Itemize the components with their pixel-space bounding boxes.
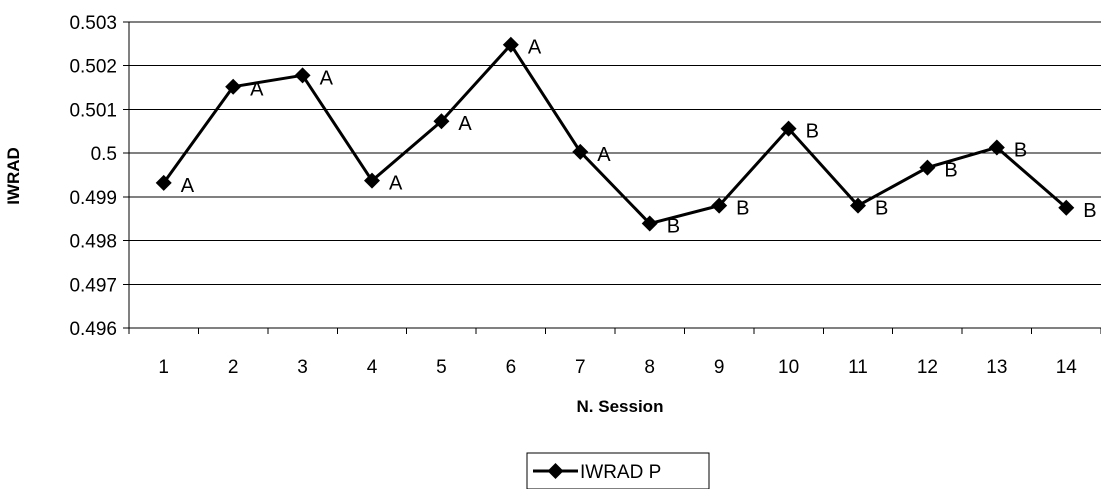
data-point-marker — [780, 120, 797, 137]
data-point-marker — [1058, 199, 1075, 216]
y-tick-label: 0.501 — [69, 100, 117, 121]
data-point-marker — [433, 113, 450, 130]
y-tick-label: 0.502 — [69, 57, 117, 78]
series-layer — [155, 36, 1075, 232]
data-point-label: A — [528, 37, 542, 59]
data-point-marker — [502, 36, 519, 53]
y-tick-label: 0.496 — [69, 319, 117, 340]
x-tick-label: 7 — [575, 357, 586, 378]
x-tick-label: 13 — [986, 357, 1007, 378]
data-point-marker — [711, 197, 728, 214]
data-point-marker — [572, 143, 589, 160]
y-tick-label: 0.499 — [69, 188, 117, 209]
data-point-label: A — [597, 144, 611, 166]
data-point-label: B — [806, 121, 819, 143]
data-point-marker — [919, 159, 936, 176]
data-point-label: B — [667, 216, 680, 238]
x-tick-label: 11 — [848, 357, 868, 378]
x-tick-label: 9 — [714, 357, 725, 378]
data-point-label: A — [458, 113, 472, 135]
gridlines — [129, 21, 1101, 285]
x-tick-label: 2 — [228, 357, 239, 378]
data-point-marker — [641, 215, 658, 232]
legend: IWRAD P — [526, 452, 710, 489]
x-axis-title: N. Session — [577, 397, 664, 416]
x-tick-label: 4 — [367, 357, 378, 378]
data-point-marker — [225, 78, 242, 95]
x-tick-labels: 1 2 3 4 5 6 7 8 9 10 11 12 13 14 — [158, 357, 1077, 378]
point-labels: A A A A A A A B B B B B B B — [181, 37, 1097, 238]
data-point-marker — [850, 197, 866, 214]
x-tick-label: 3 — [297, 357, 308, 378]
y-tick-labels: 0.496 0.497 0.498 0.499 0.5 0.501 0.502 0.503 — [69, 13, 117, 340]
data-point-label: A — [250, 79, 264, 101]
y-tick-label: 0.498 — [69, 232, 117, 253]
x-tick-label: 14 — [1056, 357, 1078, 378]
y-axis-title: IWRAD — [4, 147, 23, 205]
x-tick-label: 1 — [158, 357, 169, 378]
legend-label: IWRAD P — [580, 462, 661, 483]
y-tick-label: 0.503 — [69, 13, 117, 34]
x-tick-label: 5 — [436, 357, 447, 378]
y-tick-label: 0.497 — [69, 275, 117, 296]
y-tick-label: 0.5 — [91, 144, 117, 165]
data-point-label: A — [181, 175, 195, 197]
series-line — [162, 42, 1068, 226]
data-point-label: B — [1014, 139, 1027, 161]
data-point-label: B — [944, 160, 957, 182]
data-point-marker — [294, 67, 311, 84]
data-point-label: B — [736, 198, 749, 220]
data-point-marker — [364, 172, 380, 189]
x-tick-label: 10 — [778, 357, 799, 378]
x-tick-label: 8 — [644, 357, 655, 378]
data-point-label: B — [875, 198, 888, 220]
data-point-marker — [988, 139, 1005, 156]
x-tick-label: 6 — [506, 357, 517, 378]
data-point-marker — [155, 174, 172, 191]
data-point-label: A — [320, 67, 334, 89]
data-point-label: A — [389, 173, 403, 195]
axes — [123, 21, 1101, 334]
x-tick-label: 12 — [917, 357, 938, 378]
legend-marker-swatch — [547, 463, 564, 479]
data-point-label: B — [1083, 200, 1096, 222]
